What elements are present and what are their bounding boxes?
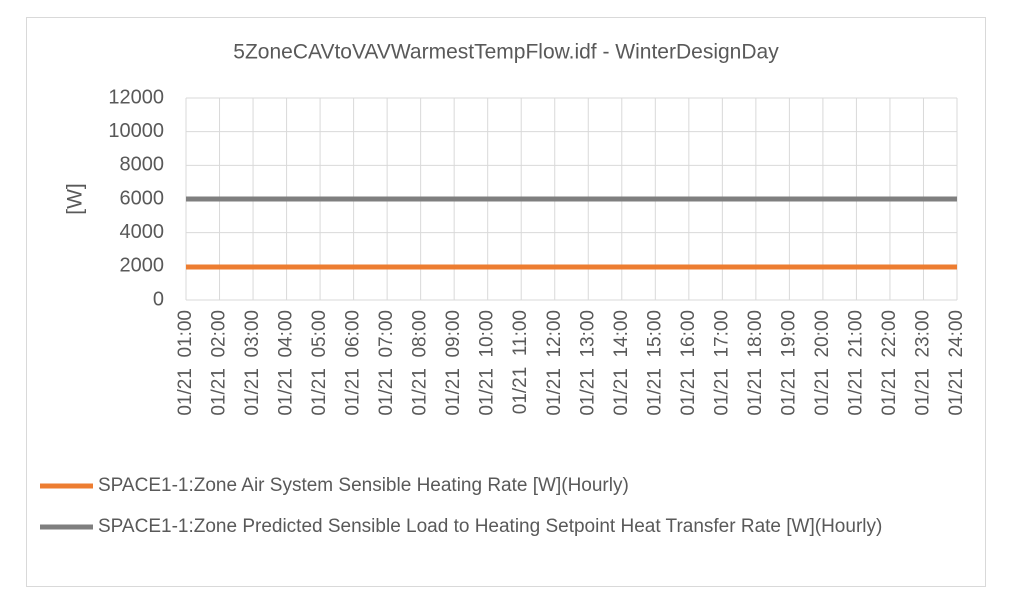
x-tick-label: 01/21 04:00 [276, 310, 297, 416]
x-tick-label: 01/21 10:00 [477, 310, 498, 416]
chart-border [26, 17, 986, 587]
x-tick-label: 01/21 08:00 [410, 310, 431, 416]
x-tick-label: 01/21 24:00 [946, 310, 967, 416]
y-axis-label: [W] [64, 183, 87, 215]
y-tick-label: 6000 [120, 187, 165, 209]
x-tick-label: 01/21 09:00 [443, 310, 464, 416]
x-tick-label: 01/21 14:00 [611, 310, 632, 416]
y-tick-label: 2000 [120, 255, 165, 277]
y-tick-label: 10000 [108, 120, 164, 142]
y-tick-label: 0 [153, 288, 164, 310]
x-tick-label: 01/21 22:00 [879, 310, 900, 416]
x-tick-label: 01/21 17:00 [711, 310, 732, 416]
legend-label: SPACE1-1:Zone Predicted Sensible Load to… [98, 516, 882, 537]
x-tick-label: 01/21 06:00 [343, 310, 364, 416]
y-tick-label: 8000 [120, 154, 165, 176]
x-tick-label: 01/21 12:00 [544, 310, 565, 416]
x-tick-label: 01/21 23:00 [912, 310, 933, 416]
x-tick-label: 01/21 15:00 [644, 310, 665, 416]
x-tick-label: 01/21 03:00 [242, 310, 263, 416]
x-tick-label: 01/21 18:00 [745, 310, 766, 416]
x-tick-label: 01/21 01:00 [175, 310, 196, 416]
x-tick-label: 01/21 02:00 [209, 310, 230, 416]
chart-title: 5ZoneCAVtoVAVWarmestTempFlow.idf - Winte… [233, 41, 779, 64]
x-tick-label: 01/21 11:00 [510, 310, 531, 414]
x-tick-label: 01/21 05:00 [309, 310, 330, 416]
x-tick-label: 01/21 21:00 [845, 310, 866, 416]
x-tick-label: 01/21 20:00 [812, 310, 833, 416]
legend-label: SPACE1-1:Zone Air System Sensible Heatin… [98, 475, 629, 496]
x-tick-label: 01/21 07:00 [376, 310, 397, 416]
x-tick-label: 01/21 13:00 [577, 310, 598, 416]
y-tick-label: 4000 [120, 221, 165, 243]
y-tick-label: 12000 [108, 86, 164, 108]
x-tick-label: 01/21 19:00 [778, 310, 799, 416]
x-tick-label: 01/21 16:00 [678, 310, 699, 416]
